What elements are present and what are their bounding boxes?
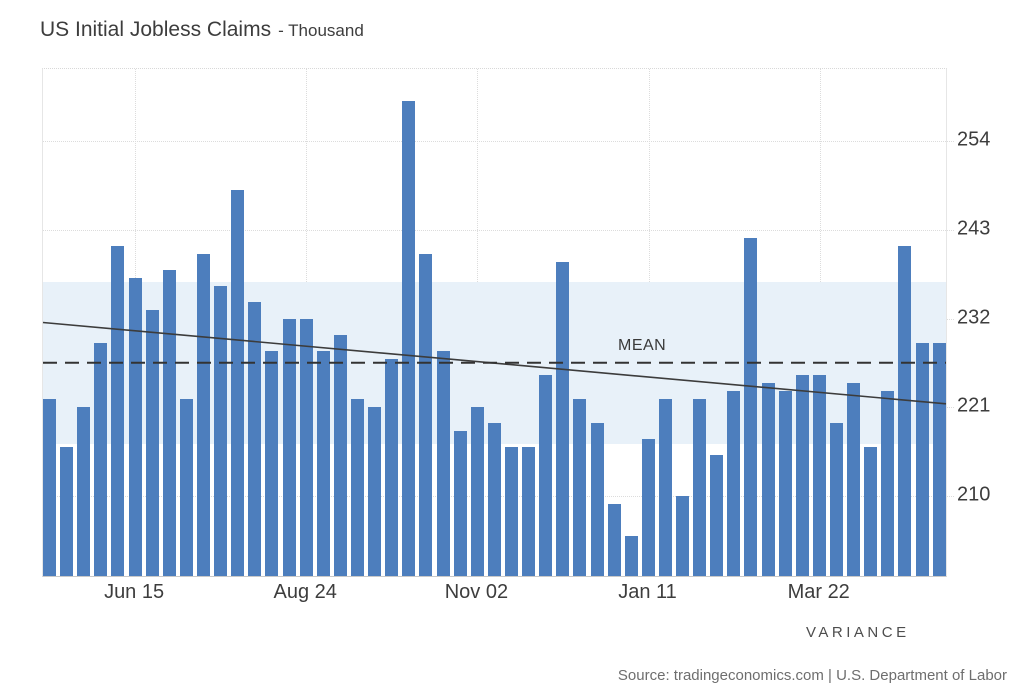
bar[interactable]	[128, 278, 142, 576]
bar[interactable]	[504, 447, 518, 576]
bar[interactable]	[248, 302, 262, 576]
bar[interactable]	[607, 503, 621, 576]
bar[interactable]	[624, 535, 638, 576]
bar[interactable]	[556, 262, 570, 576]
bar[interactable]	[761, 382, 775, 576]
bar[interactable]	[898, 246, 912, 576]
variance-label: VARIANCE	[806, 624, 910, 641]
bar[interactable]	[419, 254, 433, 576]
bar[interactable]	[881, 390, 895, 576]
bar[interactable]	[43, 399, 56, 576]
bar[interactable]	[436, 350, 450, 576]
bar[interactable]	[196, 254, 210, 576]
bar[interactable]	[145, 310, 159, 576]
bar[interactable]	[693, 399, 707, 576]
bar[interactable]	[847, 382, 861, 576]
bar[interactable]	[94, 342, 108, 576]
bar[interactable]	[641, 439, 655, 576]
bar[interactable]	[231, 189, 245, 576]
bar[interactable]	[522, 447, 536, 576]
plot-area: MEAN	[42, 68, 954, 577]
bar[interactable]	[333, 334, 347, 576]
chart-header: US Initial Jobless Claims - Thousand	[40, 18, 364, 42]
bar[interactable]	[932, 342, 946, 576]
bar[interactable]	[350, 399, 364, 576]
x-axis-label: Jun 15	[104, 581, 165, 603]
chart-subtitle: - Thousand	[278, 21, 364, 40]
bar[interactable]	[539, 374, 553, 576]
lines-overlay	[42, 321, 947, 405]
x-axis-label: Mar 22	[787, 581, 850, 603]
bar[interactable]	[385, 358, 399, 576]
y-axis-label: 221	[957, 394, 991, 417]
bar[interactable]	[778, 390, 792, 576]
bar[interactable]	[214, 286, 228, 576]
bar[interactable]	[470, 407, 484, 576]
bars-container	[43, 69, 946, 576]
bar[interactable]	[812, 374, 826, 576]
chart-title: US Initial Jobless Claims	[40, 18, 272, 41]
bar[interactable]	[162, 270, 176, 576]
bar[interactable]	[402, 101, 416, 576]
bar[interactable]	[864, 447, 878, 576]
h-gridline	[43, 141, 954, 143]
bar[interactable]	[676, 495, 690, 576]
bar[interactable]	[316, 350, 330, 576]
bar[interactable]	[830, 423, 844, 576]
bar[interactable]	[453, 431, 467, 576]
y-axis-label: 243	[957, 217, 991, 240]
x-axis-label: Nov 02	[444, 581, 509, 603]
bar[interactable]	[77, 407, 91, 576]
bar[interactable]	[573, 399, 587, 576]
bar[interactable]	[658, 399, 672, 576]
bar[interactable]	[265, 350, 279, 576]
y-axis-label: 254	[957, 128, 991, 151]
bar[interactable]	[368, 407, 382, 576]
h-gridline	[43, 230, 954, 231]
bar[interactable]	[710, 455, 724, 576]
bar[interactable]	[282, 318, 296, 576]
bar[interactable]	[299, 318, 313, 576]
bar[interactable]	[744, 238, 758, 576]
bar[interactable]	[487, 423, 501, 576]
y-axis-label: 232	[957, 306, 991, 328]
bar[interactable]	[590, 423, 604, 576]
bar[interactable]	[795, 374, 809, 576]
x-axis-label: Jan 11	[618, 581, 677, 603]
bar[interactable]	[60, 447, 74, 576]
source-text: Source: tradingeconomics.com | U.S. Depa…	[617, 667, 1007, 684]
mean-label: MEAN	[618, 336, 667, 354]
y-axis-label: 210	[957, 483, 991, 505]
x-axis-label: Aug 24	[273, 581, 337, 603]
bar[interactable]	[727, 390, 741, 576]
bar[interactable]	[179, 399, 193, 576]
